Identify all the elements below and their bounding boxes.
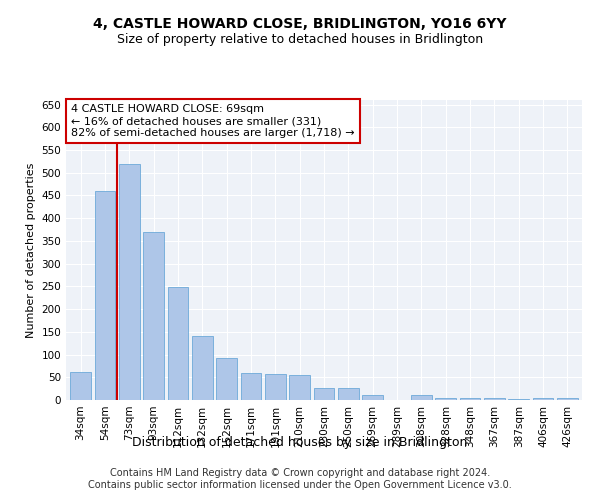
Bar [70,372,91,400]
Bar [289,375,310,400]
Bar [411,395,432,400]
Bar [508,399,529,400]
Bar [241,372,262,400]
Bar [95,191,115,400]
Bar [338,388,359,400]
Bar [167,288,188,400]
Bar [533,398,553,400]
Text: Size of property relative to detached houses in Bridlington: Size of property relative to detached ho… [117,32,483,46]
Text: 4 CASTLE HOWARD CLOSE: 69sqm
← 16% of detached houses are smaller (331)
82% of s: 4 CASTLE HOWARD CLOSE: 69sqm ← 16% of de… [71,104,355,138]
Y-axis label: Number of detached properties: Number of detached properties [26,162,36,338]
Text: 4, CASTLE HOWARD CLOSE, BRIDLINGTON, YO16 6YY: 4, CASTLE HOWARD CLOSE, BRIDLINGTON, YO1… [93,18,507,32]
Text: Contains public sector information licensed under the Open Government Licence v3: Contains public sector information licen… [88,480,512,490]
Bar [265,374,286,400]
Bar [119,164,140,400]
Bar [436,398,456,400]
Bar [314,388,334,400]
Text: Contains HM Land Registry data © Crown copyright and database right 2024.: Contains HM Land Registry data © Crown c… [110,468,490,477]
Bar [484,398,505,400]
Bar [362,396,383,400]
Bar [557,398,578,400]
Bar [216,358,237,400]
Bar [192,336,212,400]
Text: Distribution of detached houses by size in Bridlington: Distribution of detached houses by size … [133,436,467,449]
Bar [143,232,164,400]
Bar [460,398,481,400]
